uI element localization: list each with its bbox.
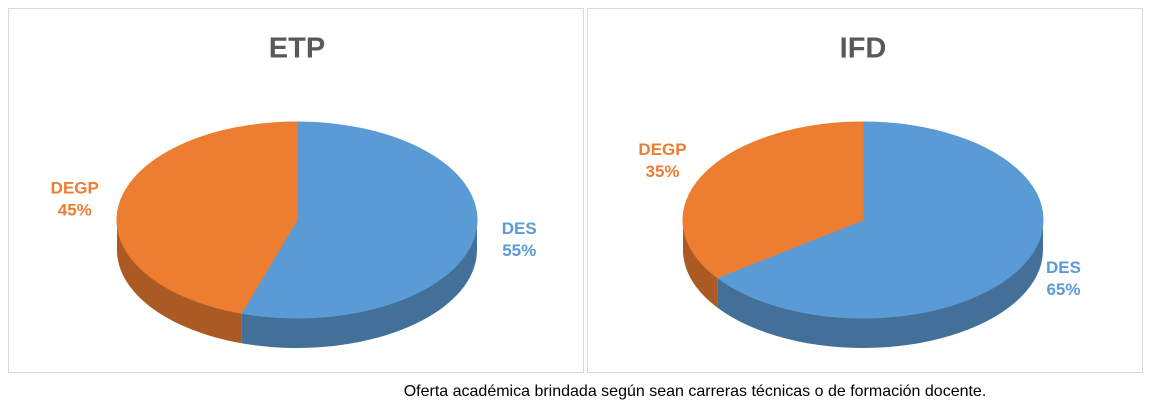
slice: [682, 121, 864, 279]
label-category: DES: [502, 220, 537, 239]
panel-border: [8, 8, 584, 373]
slice: [716, 121, 1044, 319]
slice-side: [241, 220, 477, 348]
data-label: DES 55%: [502, 220, 537, 261]
label-value: 45%: [58, 201, 92, 220]
data-label: DES 65%: [1046, 258, 1081, 299]
label-category: DES: [1046, 258, 1081, 277]
panel-border: [587, 8, 1143, 373]
chart-title: IFD: [840, 33, 887, 65]
label-category: DEGP: [51, 179, 99, 198]
label-category: DEGP: [638, 140, 686, 159]
label-value: 35%: [646, 162, 680, 181]
label-value: 65%: [1046, 280, 1080, 299]
caption: Oferta académica brindada según sean car…: [404, 383, 987, 400]
label-value: 55%: [502, 242, 536, 261]
slice-side: [683, 220, 718, 308]
slice: [116, 121, 298, 314]
slice: [240, 121, 478, 319]
data-label: DEGP 45%: [51, 179, 99, 220]
slice-side: [717, 220, 1043, 348]
slice-side: [117, 220, 242, 344]
caption-bg: [340, 378, 1040, 408]
data-label: DEGP 35%: [638, 140, 686, 181]
chart-title: ETP: [269, 33, 325, 65]
